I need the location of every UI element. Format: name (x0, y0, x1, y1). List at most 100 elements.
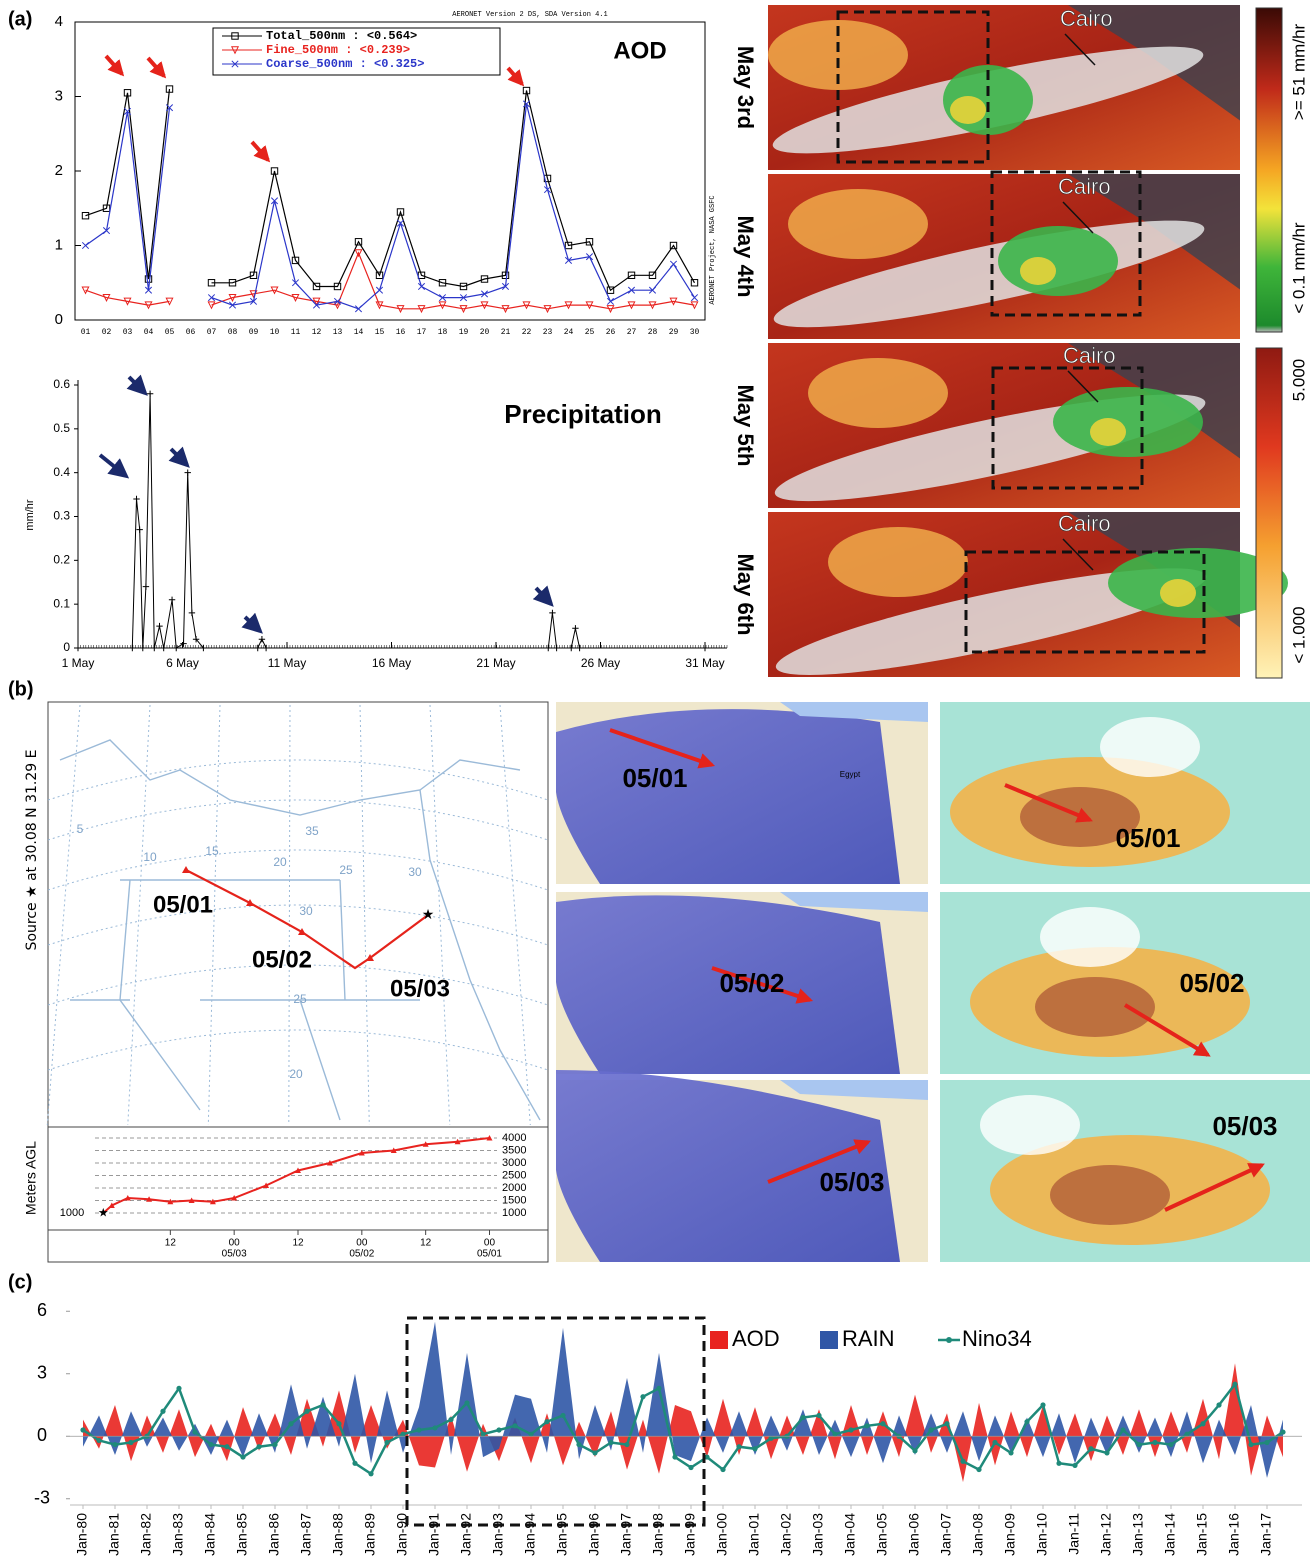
y-tick-label: 0 (37, 1425, 47, 1445)
point-marker (992, 1439, 998, 1446)
point-marker (669, 260, 678, 268)
y-tick-label: 0 (55, 311, 63, 328)
x-tick-label: 16 (396, 328, 406, 337)
x-tick-label: 13 (333, 328, 343, 337)
arrow (98, 453, 130, 479)
point-marker (102, 293, 111, 302)
point-marker (1040, 1402, 1046, 1408)
grid-label: 10 (143, 850, 157, 864)
point-marker (1216, 1402, 1222, 1408)
clear-area (980, 1095, 1080, 1155)
plot-frame (47, 1126, 549, 1263)
desert-bright (788, 189, 928, 259)
city-label: Cairo (1063, 343, 1116, 368)
x-tick-label: 23 (543, 328, 553, 337)
point-marker (144, 275, 153, 283)
x-tick-label: Jan-07 (938, 1513, 954, 1556)
day-label: May 3rd (733, 46, 758, 129)
point-marker (944, 1421, 950, 1427)
point-marker (1104, 1450, 1110, 1456)
x-tick-label: 03 (123, 328, 133, 337)
legend-label: Nino34 (962, 1326, 1032, 1351)
trajectory-height (102, 1137, 490, 1214)
point-marker (701, 644, 709, 652)
point-marker (256, 1444, 262, 1450)
point-marker (156, 622, 163, 630)
point-marker (1264, 1439, 1270, 1446)
point-marker (1024, 1419, 1030, 1425)
point-marker (752, 1446, 758, 1452)
point-marker (669, 241, 678, 250)
satellite-image: Cairo (768, 511, 1288, 677)
x-tick-label: Jan-92 (458, 1513, 474, 1556)
y-tick-label: 0.6 (53, 377, 70, 391)
point-marker (358, 1150, 365, 1156)
x-tick-label: Jan-95 (554, 1513, 570, 1556)
x-tick-label: Jan-82 (138, 1513, 154, 1556)
point-marker (564, 241, 573, 250)
point-marker (288, 1421, 294, 1427)
point-marker (188, 609, 196, 617)
grid-label: 25 (339, 863, 353, 877)
x-tick-label: Jan-03 (810, 1513, 826, 1556)
point-marker (209, 1198, 216, 1205)
y-axis-label: Meters AGL (23, 1141, 39, 1215)
x-tick-label: 04 (144, 328, 154, 337)
x-tick-label: 16 May (372, 656, 411, 670)
x-tick-label: 05 (165, 328, 175, 337)
latitude-line (47, 904, 549, 946)
x-tick-label: Jan-10 (1034, 1513, 1050, 1556)
point-marker (165, 85, 174, 93)
point-marker (585, 238, 594, 246)
y-tick-label: 3500 (502, 1144, 526, 1156)
point-marker (522, 86, 531, 95)
arrow (168, 446, 190, 468)
point-marker (690, 294, 699, 302)
point-marker (184, 469, 191, 476)
x-tick-label: Jan-80 (74, 1513, 90, 1556)
point-marker (568, 644, 575, 652)
point-marker (207, 301, 216, 310)
y-tick-label: 0.3 (53, 509, 70, 523)
country-label: Egypt (840, 770, 861, 779)
precip-line (78, 393, 705, 649)
x-tick-label: 00 (484, 1238, 496, 1249)
chart-title: AOD (613, 37, 666, 64)
point-marker (354, 305, 363, 313)
point-marker (459, 282, 468, 291)
point-marker (608, 1439, 614, 1446)
x-tick-label: 21 (501, 328, 511, 337)
point-marker (368, 1471, 374, 1477)
point-marker (291, 293, 300, 302)
x-tick-label: Jan-04 (842, 1513, 858, 1556)
grid-label: 20 (289, 1067, 303, 1081)
point-marker (1200, 1421, 1206, 1427)
point-marker (627, 271, 636, 280)
y-tick-label: 6 (37, 1300, 47, 1320)
trajectory (185, 869, 429, 970)
x-tick-label: Jan-84 (202, 1513, 218, 1556)
point-marker (128, 1439, 134, 1446)
arrow (1123, 1003, 1211, 1057)
highlight-box (991, 366, 1144, 490)
x-tick-label: Jan-97 (618, 1513, 634, 1556)
point-marker (522, 301, 531, 310)
x-tick-label: 31 May (685, 656, 724, 670)
latitude-line (47, 799, 549, 841)
day-label: May 4th (733, 216, 758, 298)
point-marker (112, 1441, 118, 1448)
x-tick-label: Jan-98 (650, 1513, 666, 1556)
grid-label: 30 (299, 904, 313, 918)
point-marker (124, 1195, 131, 1201)
point-marker (136, 526, 143, 533)
arrow (146, 56, 167, 79)
y-tick-label: -3 (34, 1488, 50, 1508)
point-marker (81, 212, 90, 220)
city-label: Cairo (1058, 511, 1111, 536)
map-date: 05/02 (1179, 968, 1244, 998)
y-axis-label: mm/hr (24, 499, 36, 531)
point-marker (501, 282, 510, 291)
satellite-image: Cairo (768, 170, 1240, 339)
point-marker (627, 286, 636, 294)
